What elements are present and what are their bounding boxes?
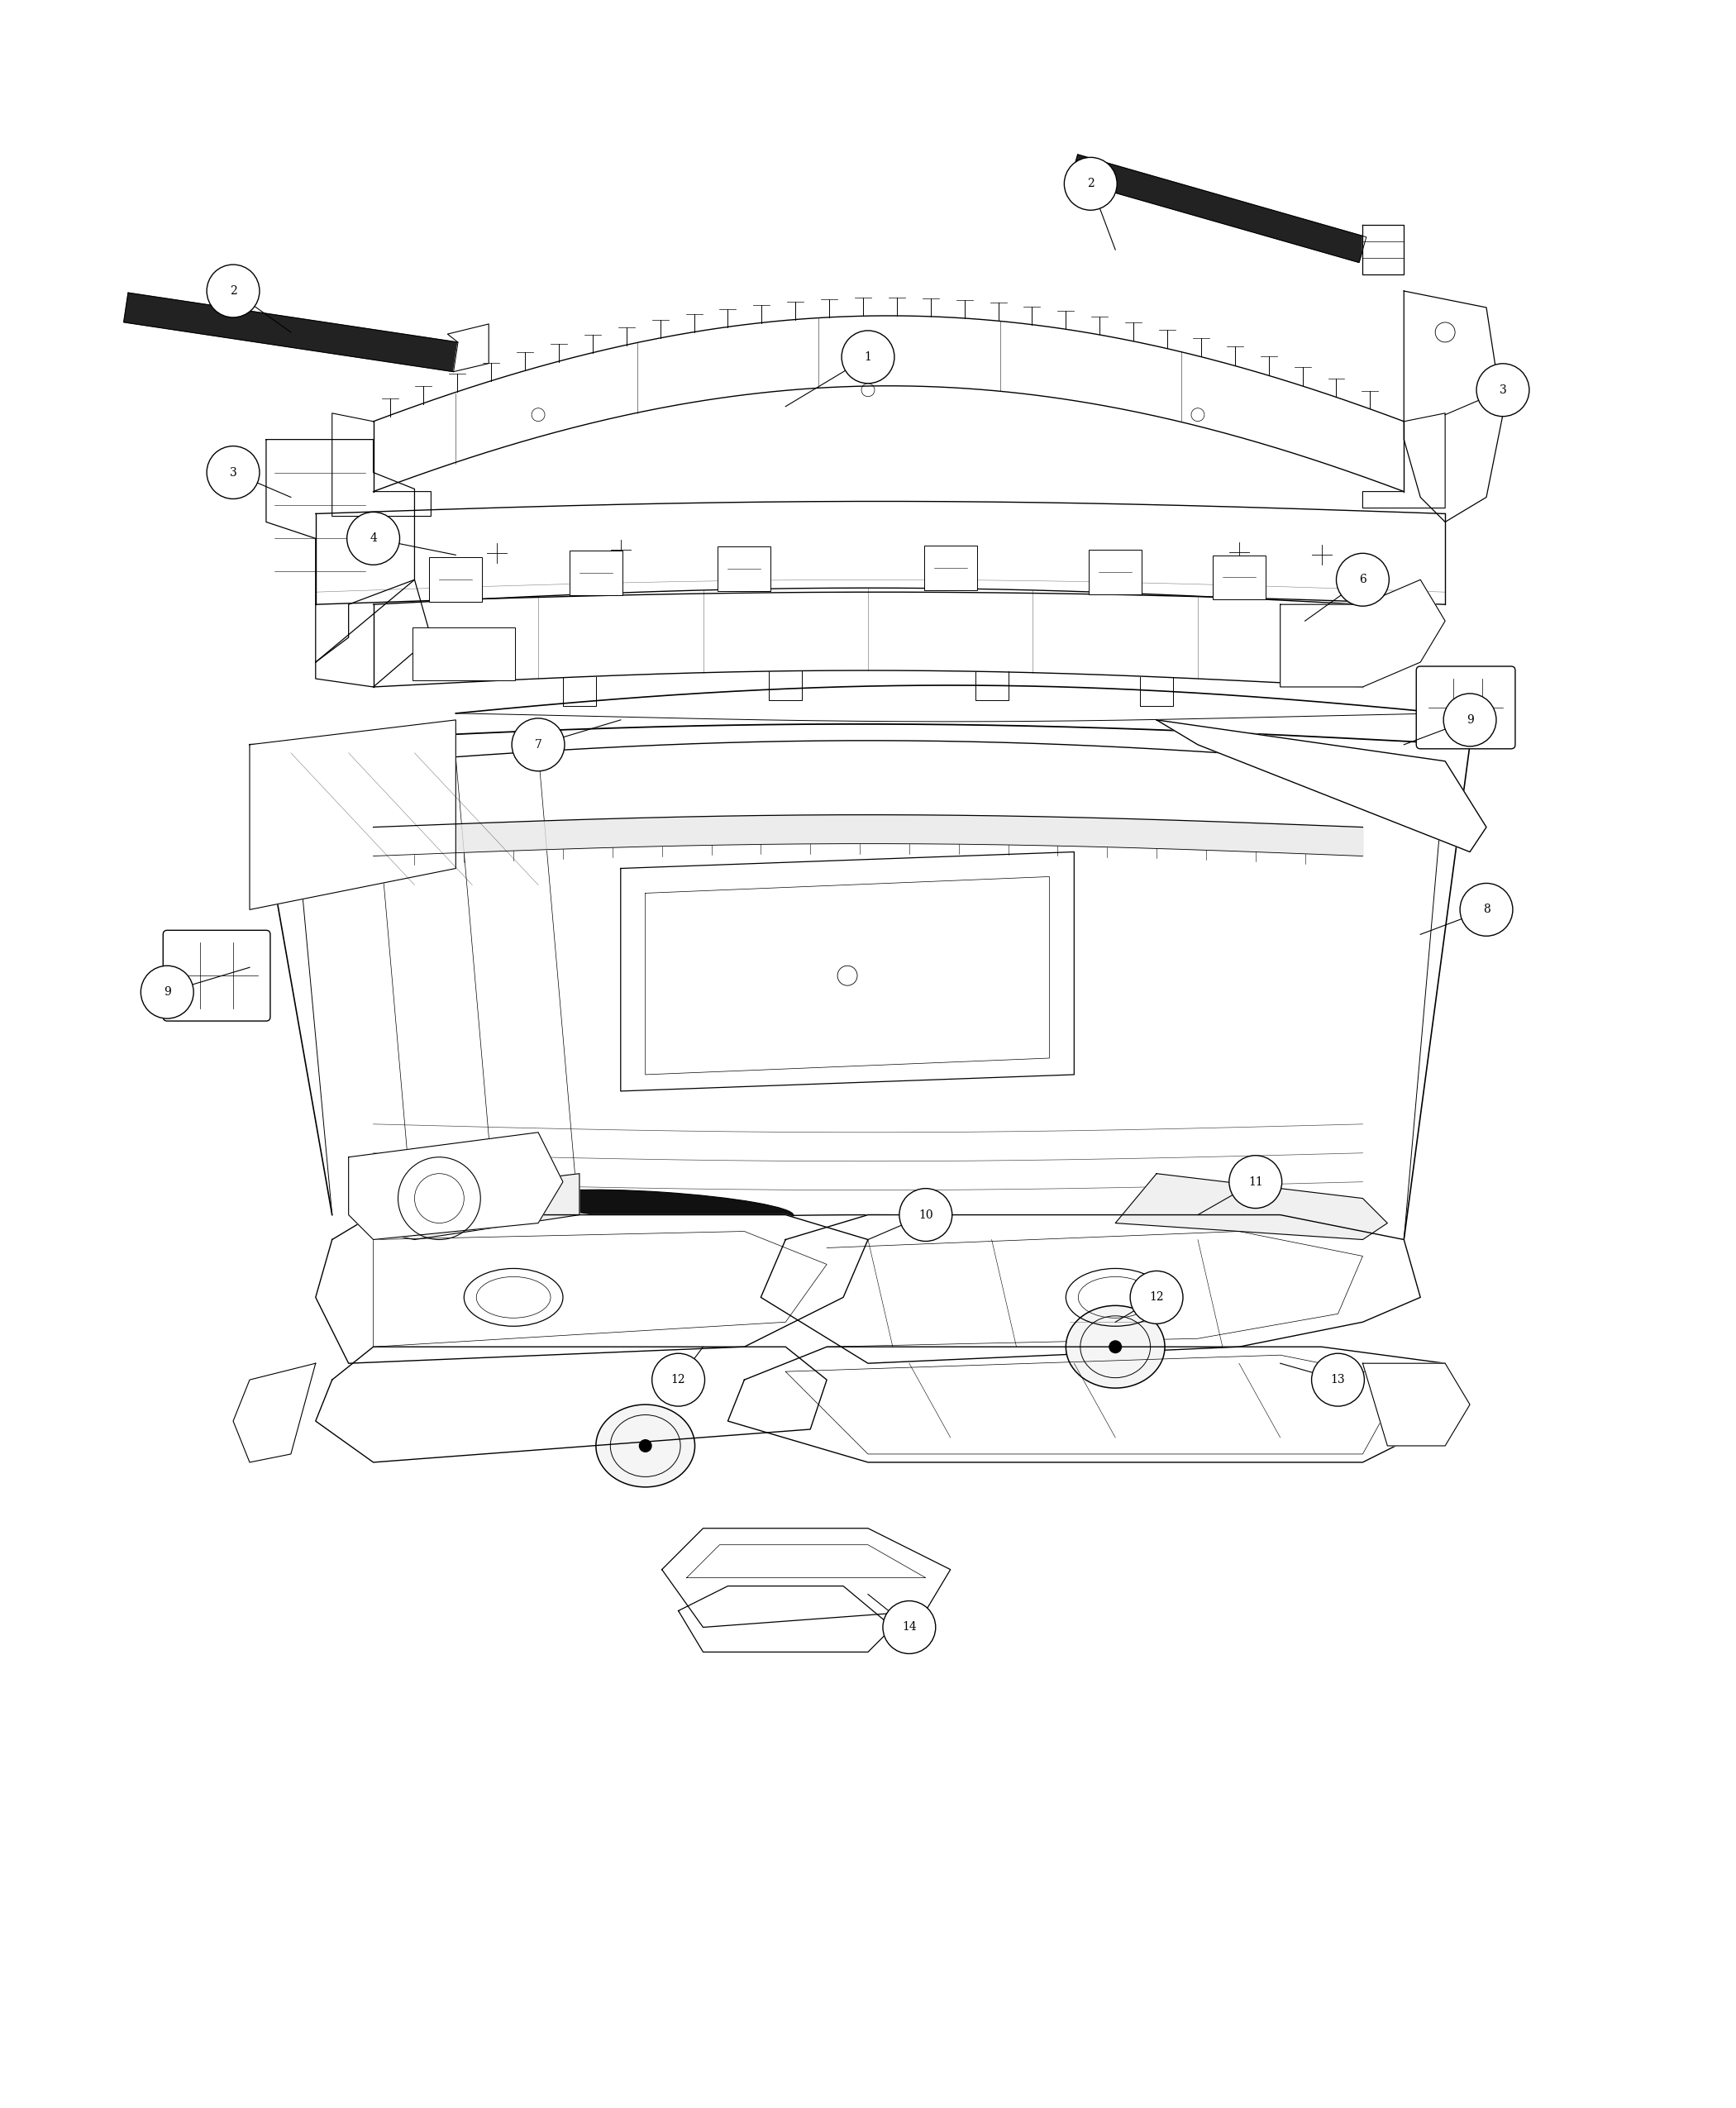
Ellipse shape	[1066, 1305, 1165, 1387]
Text: 1: 1	[865, 352, 871, 363]
Circle shape	[1109, 1341, 1121, 1353]
FancyBboxPatch shape	[1417, 666, 1516, 748]
Polygon shape	[448, 325, 490, 371]
Polygon shape	[1156, 721, 1486, 852]
Polygon shape	[727, 1347, 1444, 1463]
Text: 9: 9	[163, 987, 170, 997]
Circle shape	[1312, 1353, 1364, 1406]
Polygon shape	[349, 1132, 562, 1240]
Text: 11: 11	[1248, 1176, 1262, 1187]
Circle shape	[639, 1440, 653, 1452]
Polygon shape	[316, 580, 431, 687]
Text: 12: 12	[1149, 1292, 1163, 1303]
Text: 14: 14	[903, 1621, 917, 1634]
Text: 3: 3	[229, 466, 236, 479]
Circle shape	[141, 965, 194, 1018]
Circle shape	[207, 266, 260, 318]
Circle shape	[512, 719, 564, 772]
Polygon shape	[1115, 1174, 1387, 1240]
Text: 7: 7	[535, 740, 542, 750]
Text: 13: 13	[1332, 1374, 1345, 1385]
Text: 2: 2	[1087, 177, 1094, 190]
Circle shape	[1444, 694, 1496, 746]
Polygon shape	[1071, 154, 1366, 264]
FancyBboxPatch shape	[163, 930, 271, 1020]
Polygon shape	[679, 1585, 892, 1653]
Text: 4: 4	[370, 533, 377, 544]
Polygon shape	[1404, 291, 1503, 523]
FancyBboxPatch shape	[1088, 550, 1142, 594]
Polygon shape	[1363, 1364, 1470, 1446]
Text: 9: 9	[1467, 715, 1474, 725]
Text: 6: 6	[1359, 573, 1366, 586]
Polygon shape	[316, 1214, 868, 1364]
Ellipse shape	[595, 1404, 694, 1486]
Circle shape	[1476, 363, 1529, 417]
Text: 10: 10	[918, 1210, 932, 1221]
Polygon shape	[373, 1174, 580, 1240]
Polygon shape	[621, 852, 1075, 1092]
Text: 2: 2	[229, 285, 236, 297]
Polygon shape	[1363, 226, 1404, 274]
FancyBboxPatch shape	[719, 546, 771, 590]
Circle shape	[1229, 1155, 1281, 1208]
Ellipse shape	[529, 1189, 793, 1223]
Polygon shape	[233, 1364, 316, 1463]
Circle shape	[899, 1189, 951, 1242]
Circle shape	[842, 331, 894, 384]
FancyBboxPatch shape	[924, 546, 977, 590]
Polygon shape	[266, 438, 415, 662]
Circle shape	[1130, 1271, 1182, 1324]
Polygon shape	[123, 293, 458, 371]
Text: 3: 3	[1500, 384, 1507, 396]
Polygon shape	[661, 1528, 950, 1627]
Circle shape	[884, 1600, 936, 1653]
Circle shape	[1337, 552, 1389, 607]
Circle shape	[1064, 158, 1116, 211]
Polygon shape	[760, 1214, 1420, 1364]
FancyBboxPatch shape	[569, 550, 621, 594]
Circle shape	[207, 447, 260, 500]
Circle shape	[347, 512, 399, 565]
Polygon shape	[250, 721, 457, 911]
Circle shape	[1460, 883, 1512, 936]
Circle shape	[653, 1353, 705, 1406]
Text: 8: 8	[1483, 904, 1489, 915]
Polygon shape	[1279, 580, 1444, 687]
FancyBboxPatch shape	[429, 557, 483, 603]
Polygon shape	[316, 1347, 826, 1463]
FancyBboxPatch shape	[1213, 554, 1266, 599]
FancyBboxPatch shape	[413, 628, 516, 681]
Text: 12: 12	[672, 1374, 686, 1385]
